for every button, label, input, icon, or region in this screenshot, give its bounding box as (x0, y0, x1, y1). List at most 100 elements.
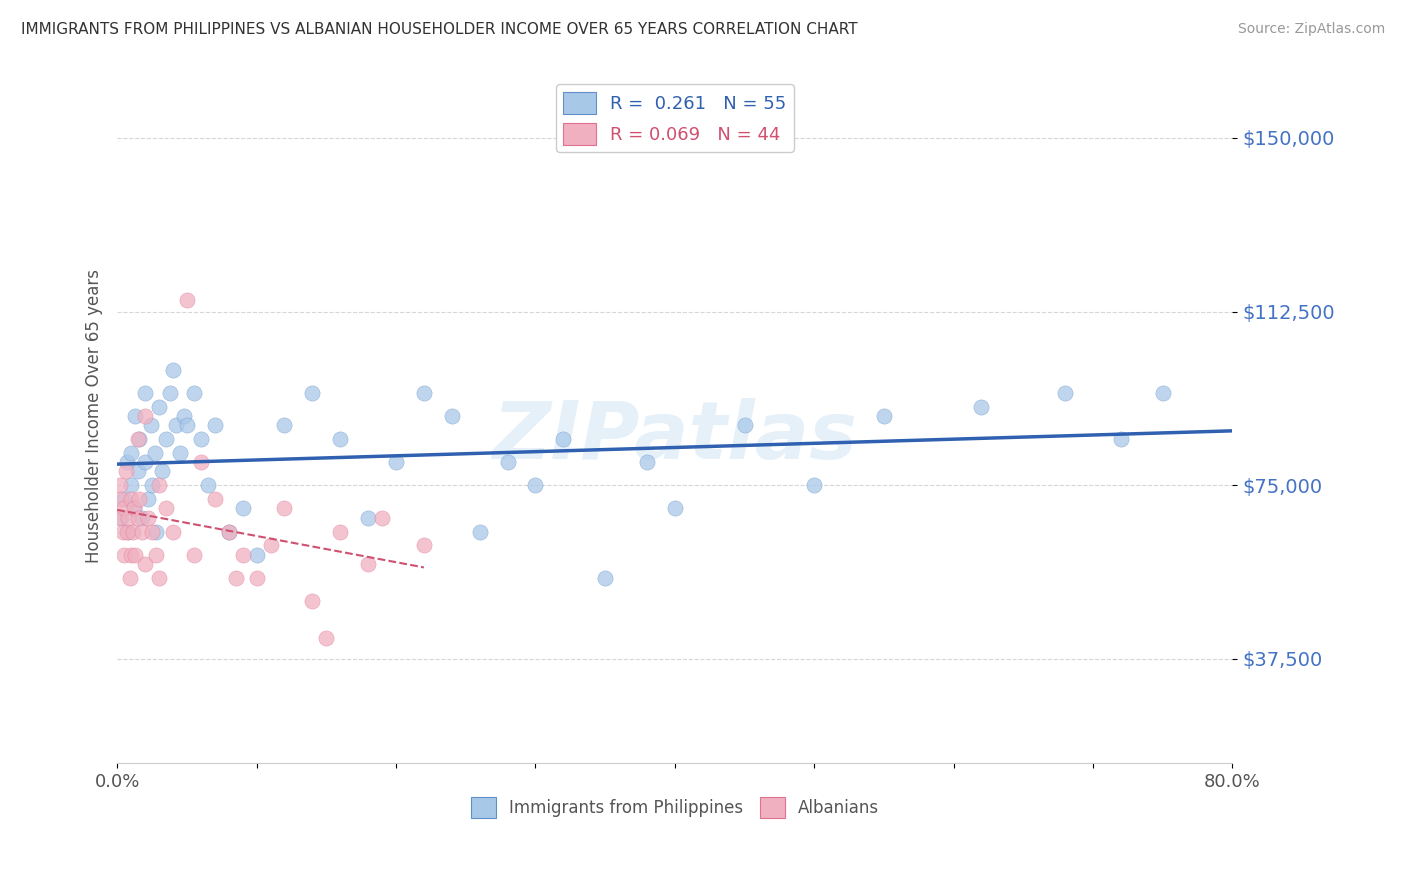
Point (245, 548, 267, 562)
Point (128, 432, 150, 446)
Point (190, 455, 212, 469)
Point (329, 432, 352, 446)
Point (273, 501, 295, 516)
Point (127, 510, 149, 524)
Point (134, 385, 156, 400)
Point (120, 446, 142, 460)
Point (150, 464, 173, 478)
Point (232, 548, 254, 562)
Point (110, 510, 132, 524)
Point (141, 524, 163, 539)
Point (197, 478, 219, 492)
Point (371, 510, 394, 524)
Point (131, 524, 153, 539)
Point (232, 501, 254, 516)
Point (636, 455, 658, 469)
Point (134, 557, 156, 571)
Point (107, 510, 129, 524)
Point (301, 385, 323, 400)
Point (131, 510, 153, 524)
Text: IMMIGRANTS FROM PHILIPPINES VS ALBANIAN HOUSEHOLDER INCOME OVER 65 YEARS CORRELA: IMMIGRANTS FROM PHILIPPINES VS ALBANIAN … (21, 22, 858, 37)
Point (176, 293, 198, 307)
Point (155, 501, 177, 516)
Point (162, 362, 184, 376)
Point (259, 539, 281, 553)
Point (120, 548, 142, 562)
Point (127, 432, 149, 446)
Point (734, 418, 756, 433)
Point (412, 539, 434, 553)
Point (245, 571, 267, 585)
Point (357, 557, 380, 571)
Point (136, 510, 159, 524)
Point (112, 548, 135, 562)
Point (148, 571, 170, 585)
Point (190, 432, 212, 446)
Point (112, 492, 135, 507)
Point (122, 501, 145, 516)
Text: ZIPatlas: ZIPatlas (492, 398, 858, 475)
Point (159, 385, 181, 400)
Point (145, 524, 167, 539)
Point (357, 510, 380, 524)
Point (118, 571, 141, 585)
Point (593, 571, 616, 585)
Point (1152, 385, 1174, 400)
Point (110, 492, 132, 507)
Point (136, 492, 159, 507)
Point (141, 478, 163, 492)
Legend: Immigrants from Philippines, Albanians: Immigrants from Philippines, Albanians (464, 790, 886, 824)
Point (117, 510, 139, 524)
Point (1054, 385, 1077, 400)
Point (273, 418, 295, 433)
Point (664, 501, 686, 516)
Point (329, 524, 352, 539)
Point (440, 409, 463, 423)
Point (183, 385, 205, 400)
Point (155, 432, 177, 446)
Point (524, 478, 547, 492)
Point (176, 418, 198, 433)
Point (553, 432, 575, 446)
Point (115, 455, 138, 469)
Point (169, 446, 191, 460)
Point (128, 492, 150, 507)
Point (148, 478, 170, 492)
Point (145, 548, 167, 562)
Point (124, 548, 146, 562)
Point (124, 409, 146, 423)
Point (127, 464, 149, 478)
Point (412, 385, 434, 400)
Point (173, 409, 195, 423)
Point (162, 524, 184, 539)
Point (204, 492, 226, 507)
Point (134, 455, 156, 469)
Point (143, 446, 166, 460)
Point (970, 400, 993, 414)
Point (803, 478, 825, 492)
Point (225, 571, 247, 585)
Point (134, 409, 156, 423)
Point (112, 501, 135, 516)
Y-axis label: Householder Income Over 65 years: Householder Income Over 65 years (86, 268, 103, 563)
Point (315, 631, 337, 645)
Point (204, 418, 226, 433)
Point (139, 418, 162, 433)
Point (385, 455, 408, 469)
Point (873, 409, 896, 423)
Point (120, 492, 142, 507)
Point (165, 418, 187, 433)
Point (468, 524, 491, 539)
Point (120, 478, 142, 492)
Point (183, 548, 205, 562)
Point (115, 524, 138, 539)
Point (496, 455, 519, 469)
Point (108, 478, 131, 492)
Point (218, 524, 240, 539)
Point (117, 524, 139, 539)
Point (111, 524, 134, 539)
Point (1109, 432, 1132, 446)
Point (301, 594, 323, 608)
Point (218, 524, 240, 539)
Point (114, 464, 136, 478)
